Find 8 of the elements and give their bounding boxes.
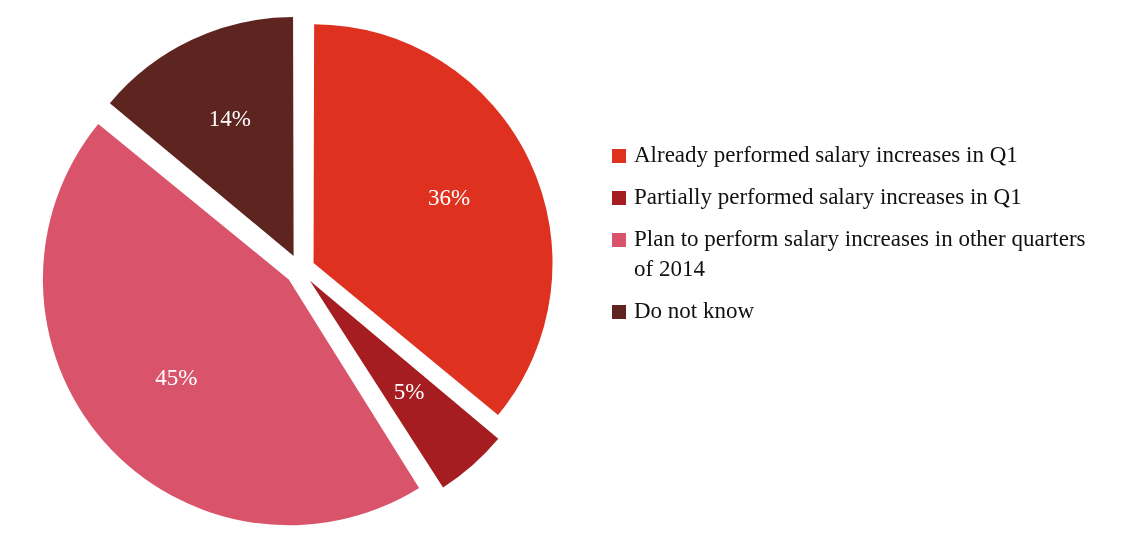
data-label: 45% bbox=[155, 364, 198, 390]
data-label: 5% bbox=[393, 379, 425, 405]
legend-label: Partially performed salary increases in Q1 bbox=[634, 183, 1022, 211]
data-label: 36% bbox=[428, 185, 471, 211]
legend-label: Do not know bbox=[634, 297, 755, 325]
legend-label: Already performed salary increases in Q1 bbox=[634, 141, 1018, 169]
legend-label: Plan to perform salary increases in other quarters of 2014 bbox=[634, 225, 1087, 283]
data-label: 14% bbox=[208, 106, 251, 132]
